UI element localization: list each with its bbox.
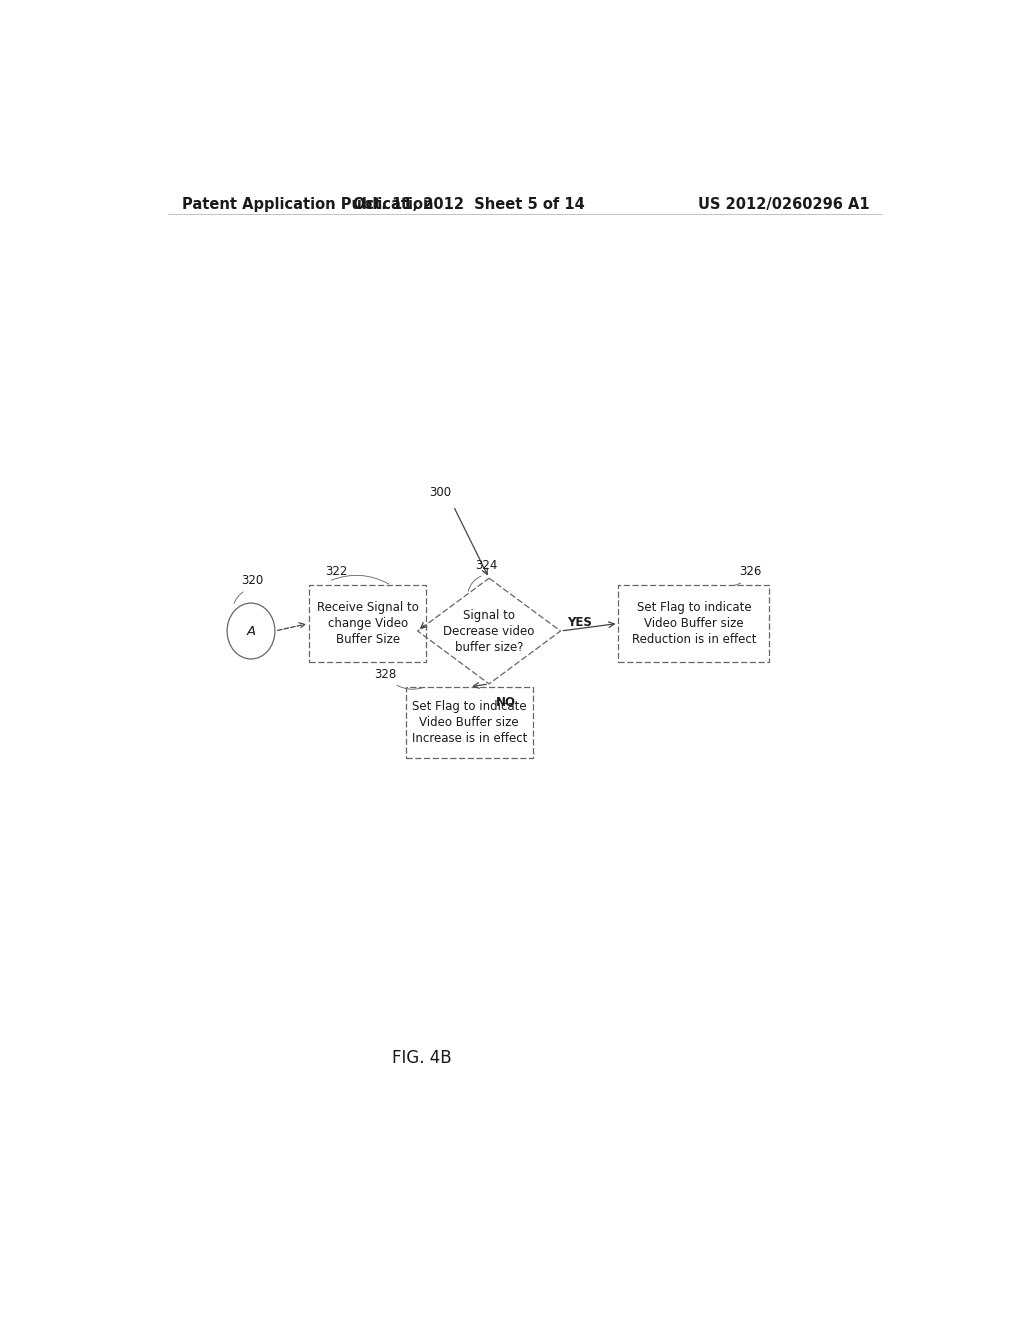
Text: Set Flag to indicate
Video Buffer size
Increase is in effect: Set Flag to indicate Video Buffer size I…: [412, 700, 527, 744]
Text: Receive Signal to
change Video
Buffer Size: Receive Signal to change Video Buffer Si…: [316, 601, 419, 645]
FancyBboxPatch shape: [618, 585, 769, 661]
Text: 328: 328: [374, 668, 396, 681]
Text: US 2012/0260296 A1: US 2012/0260296 A1: [698, 197, 870, 213]
Text: 326: 326: [739, 565, 762, 578]
Text: Set Flag to indicate
Video Buffer size
Reduction is in effect: Set Flag to indicate Video Buffer size R…: [632, 601, 756, 645]
Text: 322: 322: [325, 565, 347, 578]
Text: 320: 320: [242, 574, 264, 587]
Text: 300: 300: [430, 486, 452, 499]
Text: Patent Application Publication: Patent Application Publication: [182, 197, 433, 213]
Text: NO: NO: [496, 696, 515, 709]
Text: 324: 324: [475, 560, 498, 572]
Text: Oct. 11, 2012  Sheet 5 of 14: Oct. 11, 2012 Sheet 5 of 14: [353, 197, 585, 213]
Text: Signal to
Decrease video
buffer size?: Signal to Decrease video buffer size?: [443, 609, 535, 653]
FancyBboxPatch shape: [406, 686, 532, 758]
FancyBboxPatch shape: [309, 585, 426, 661]
Text: A: A: [247, 624, 256, 638]
Text: YES: YES: [567, 616, 592, 630]
Text: FIG. 4B: FIG. 4B: [392, 1049, 452, 1067]
